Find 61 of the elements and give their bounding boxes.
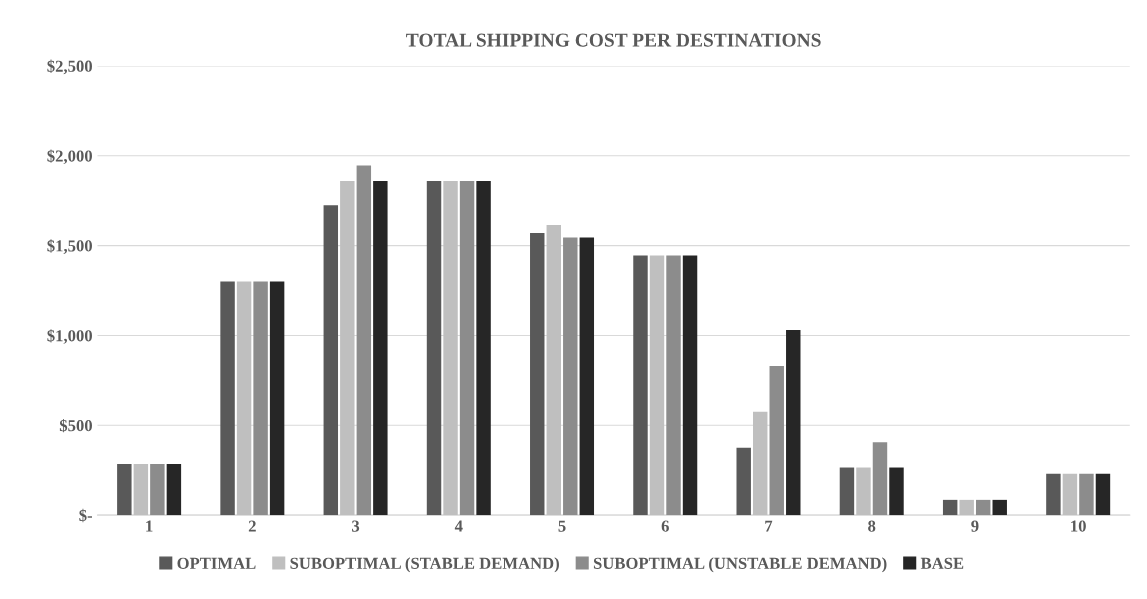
bar [563,237,578,516]
bar [150,463,165,516]
legend-label: SUBOPTIMAL (STABLE DEMAND) [290,557,559,573]
chart-title: TOTAL SHIPPING COST PER DESTINATIONS [406,33,821,47]
x-tick-label: 4 [454,520,463,532]
x-tick-label: 2 [248,520,256,532]
bar [992,499,1007,516]
bar [889,467,904,516]
bar [166,463,182,516]
legend-label: BASE [920,557,964,569]
bar [649,255,665,516]
bar [786,330,801,516]
bar [269,281,285,516]
bar [373,180,388,516]
legend-label: OPTIMAL [177,557,256,569]
bar [666,255,681,516]
x-tick-label: 3 [352,520,360,532]
y-tick-label: $500 [59,419,92,433]
bar [682,255,698,516]
bar [133,463,149,516]
bar [253,281,268,516]
bar [1079,473,1094,516]
bar [356,165,372,516]
bar [443,180,458,516]
bar [236,281,252,516]
bar [769,365,784,516]
bar [426,180,442,516]
legend-label: SUBOPTIMAL (UNSTABLE DEMAND) [593,557,887,573]
y-tick-label: $1,500 [47,239,92,254]
bar [579,237,595,516]
bar [340,180,355,516]
bar [839,467,855,516]
bar [856,467,871,516]
bar [736,447,751,516]
bar [942,499,958,516]
bar [220,281,235,516]
bar [959,499,974,516]
bar [633,255,648,516]
x-tick-label: 5 [558,520,566,532]
x-tick-label: 1 [146,520,153,532]
bar [872,442,888,516]
bar [117,463,132,516]
bar [1046,473,1061,516]
x-tick-label: 9 [971,520,979,532]
y-tick-label: $1,000 [47,329,92,344]
bar [1062,473,1078,516]
x-tick-label: 6 [661,520,669,532]
x-tick-label: 7 [765,520,773,532]
y-tick-label: $2,500 [47,59,92,75]
x-tick-label: 10 [1071,520,1086,532]
bar [323,205,339,516]
bar [459,180,475,516]
y-tick-label: $- [79,508,93,523]
bar [753,411,768,516]
y-tick-label: $2,000 [47,149,92,165]
bar [546,224,561,516]
bar [975,499,991,516]
bar [1095,473,1111,516]
bar [530,233,545,516]
x-tick-label: 8 [868,520,876,532]
bar [476,180,491,516]
